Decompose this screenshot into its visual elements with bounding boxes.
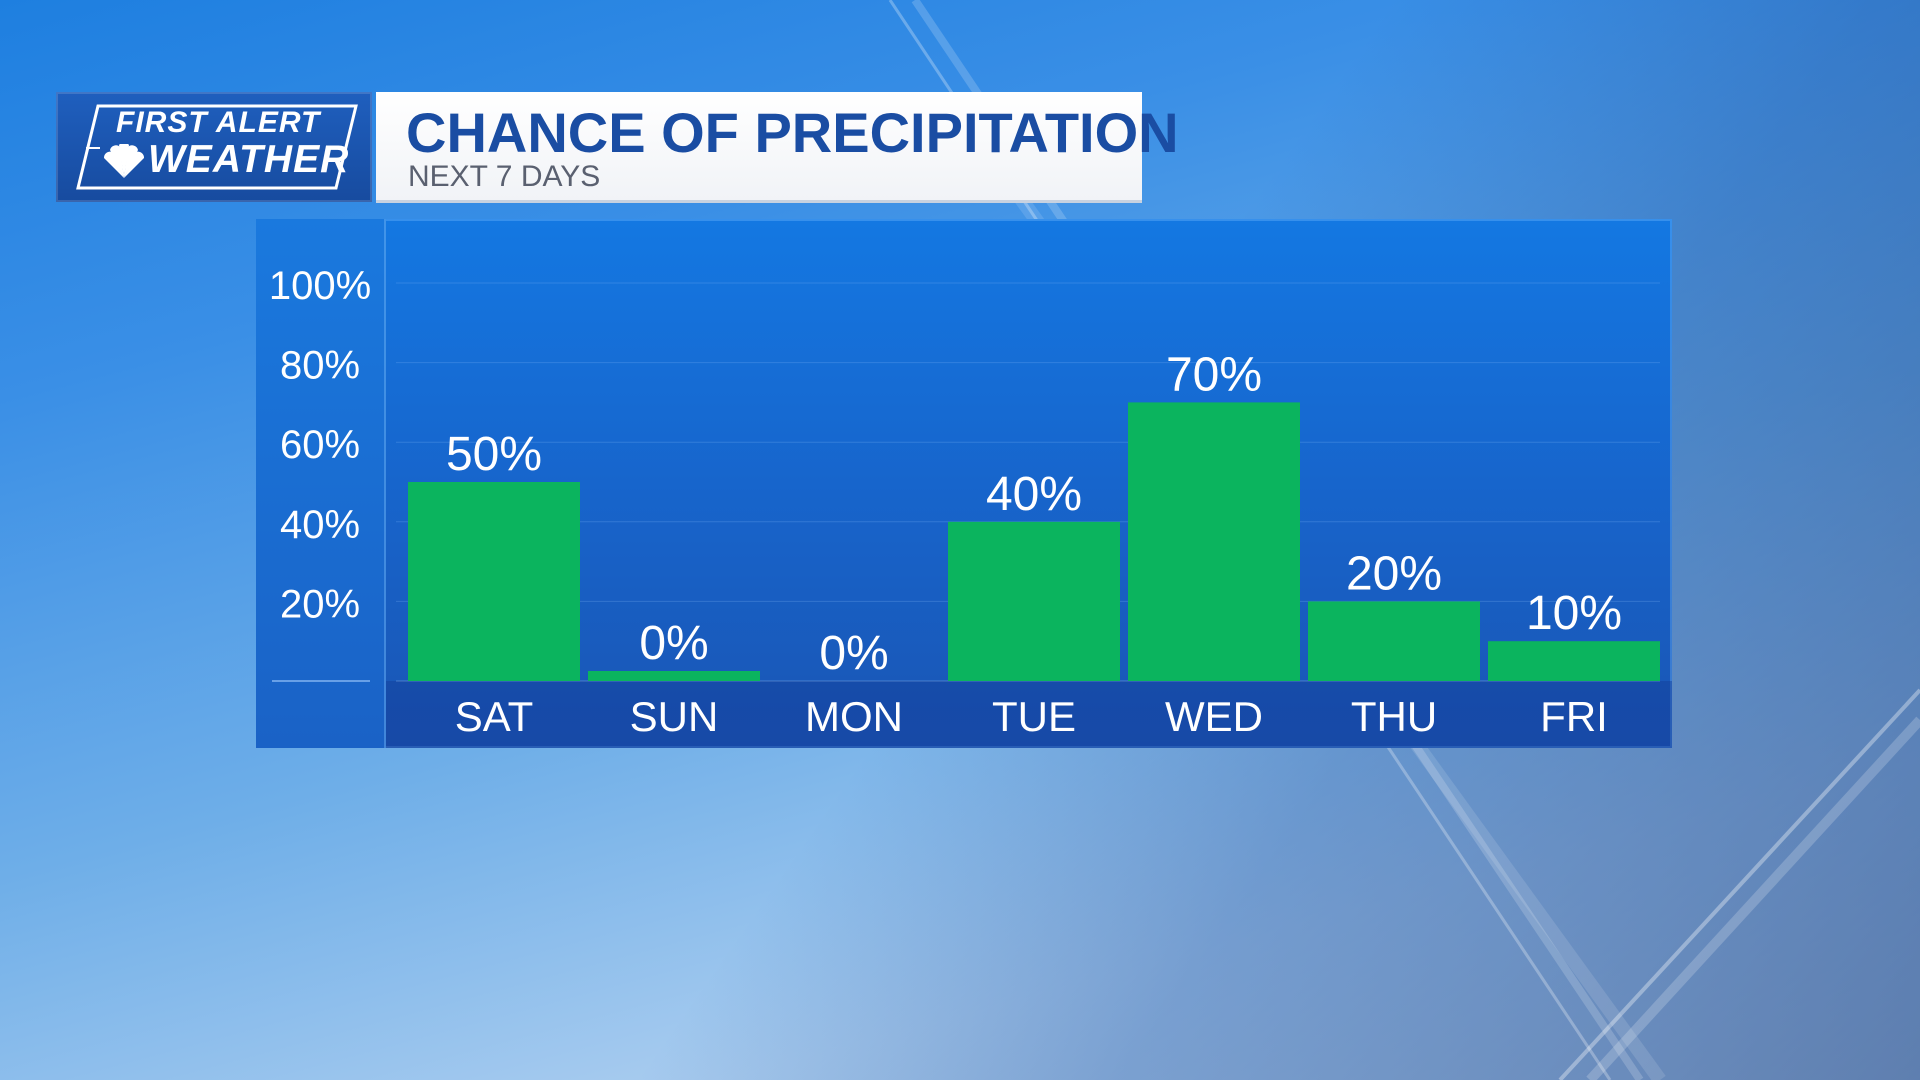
title-banner: CHANCE OF PRECIPITATION NEXT 7 DAYS xyxy=(376,92,1179,203)
y-axis-panel xyxy=(256,219,386,748)
first-alert-weather-logo: FIRST ALERT WEATHER xyxy=(56,92,372,202)
x-tick-label: TUE xyxy=(992,693,1076,740)
x-tick-label: SUN xyxy=(630,693,719,740)
bar-sat xyxy=(408,482,580,681)
y-tick-label: 40% xyxy=(280,503,360,547)
x-tick-label: MON xyxy=(805,693,903,740)
logo-line2: WEATHER xyxy=(148,138,350,181)
chart-title: CHANCE OF PRECIPITATION xyxy=(406,101,1179,164)
y-tick-label: 80% xyxy=(280,344,360,388)
precipitation-bar-chart: 20% 40% 60% 80% 100% 50% SAT 0% SUN 0% MON 40% TUE 70… xyxy=(269,264,1660,740)
bar-layer xyxy=(408,402,1660,681)
x-tick-label: THU xyxy=(1351,693,1437,740)
y-tick-label: 60% xyxy=(280,423,360,467)
label-layer: 20% 40% 60% 80% 100% 50% SAT 0% SUN 0% MON 40% TUE 70… xyxy=(269,264,1622,740)
chart-subtitle: NEXT 7 DAYS xyxy=(408,160,601,193)
x-tick-label: WED xyxy=(1165,693,1263,740)
bar-sun xyxy=(588,671,760,681)
data-label: 20% xyxy=(1346,547,1442,600)
logo-line1: FIRST ALERT xyxy=(116,106,321,139)
data-label: 0% xyxy=(819,627,888,680)
x-axis-band xyxy=(386,681,1672,748)
data-label: 40% xyxy=(986,468,1082,521)
data-label: 10% xyxy=(1526,587,1622,640)
bar-wed xyxy=(1128,402,1300,681)
y-tick-label: 20% xyxy=(280,582,360,626)
chart-panel: 20% 40% 60% 80% 100% 50% SAT 0% SUN 0% MON 40% TUE 70… xyxy=(256,219,1672,748)
data-label: 50% xyxy=(446,428,542,481)
data-label: 0% xyxy=(639,617,708,670)
y-tick-label: 100% xyxy=(269,264,371,308)
data-label: 70% xyxy=(1166,348,1262,401)
x-tick-label: SAT xyxy=(455,693,534,740)
bar-thu xyxy=(1308,601,1480,681)
bar-tue xyxy=(948,521,1120,681)
bar-fri xyxy=(1488,641,1660,681)
x-tick-label: FRI xyxy=(1540,693,1608,740)
